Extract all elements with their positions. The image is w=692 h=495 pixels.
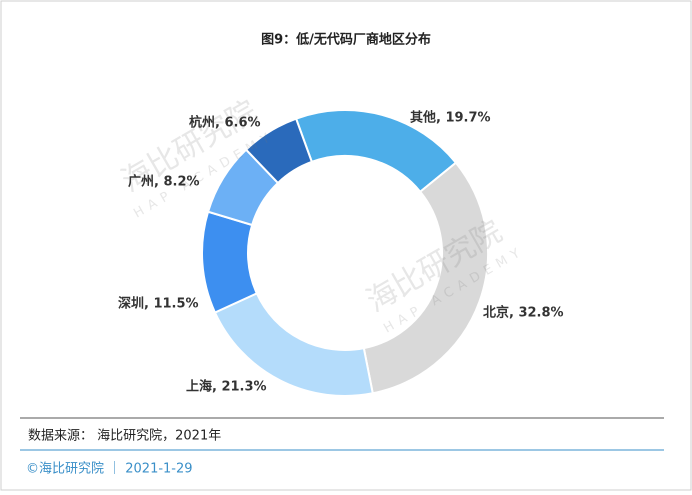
chart-title: 图9：低/无代码厂商地区分布 (261, 32, 431, 48)
source: 数据来源： 海比研究院，2021年 (28, 429, 221, 444)
donut (201, 109, 489, 397)
footer: ©海比研究院 ｜ 2021-1-29 (26, 462, 193, 477)
data-label: 北京, 32.8% (483, 305, 564, 321)
donut-slice (201, 210, 259, 314)
donut-slice (362, 161, 489, 395)
data-label: 上海, 21.3% (186, 379, 267, 395)
donut-slice (244, 117, 314, 185)
data-label: 深圳, 11.5% (118, 296, 199, 312)
data-label: 其他, 19.7% (410, 110, 491, 126)
data-label: 杭州, 6.6% (189, 115, 261, 131)
data-label: 广州, 8.2% (128, 174, 200, 190)
